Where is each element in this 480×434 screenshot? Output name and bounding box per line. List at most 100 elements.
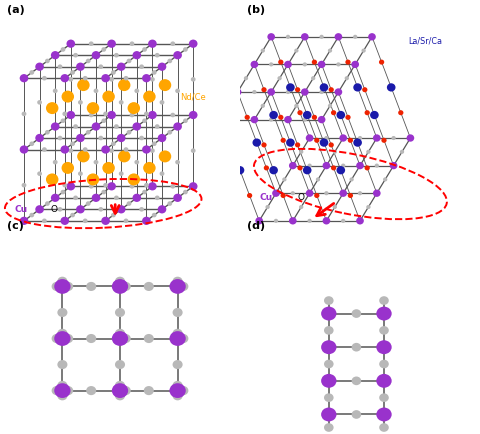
Circle shape: [303, 111, 312, 119]
Circle shape: [62, 112, 67, 116]
Circle shape: [324, 393, 334, 402]
Circle shape: [52, 334, 61, 343]
Circle shape: [251, 61, 258, 68]
Circle shape: [94, 89, 98, 93]
Circle shape: [101, 190, 106, 194]
Circle shape: [42, 147, 47, 152]
Circle shape: [261, 49, 265, 53]
Circle shape: [70, 70, 75, 75]
Circle shape: [183, 47, 188, 52]
Circle shape: [172, 391, 182, 400]
Circle shape: [157, 205, 166, 214]
Circle shape: [339, 190, 347, 197]
Circle shape: [54, 383, 71, 398]
Circle shape: [328, 142, 334, 148]
Circle shape: [115, 308, 125, 317]
Circle shape: [73, 53, 78, 57]
Circle shape: [142, 118, 147, 123]
Circle shape: [142, 74, 151, 82]
Circle shape: [269, 62, 274, 66]
Circle shape: [92, 194, 100, 202]
Circle shape: [173, 51, 182, 59]
Circle shape: [280, 138, 286, 143]
Circle shape: [142, 217, 151, 225]
Circle shape: [77, 79, 90, 91]
Circle shape: [383, 178, 387, 181]
Circle shape: [155, 124, 159, 129]
Circle shape: [130, 184, 134, 189]
Circle shape: [376, 408, 392, 421]
Circle shape: [172, 308, 182, 317]
Text: (b): (b): [247, 5, 265, 15]
Circle shape: [58, 64, 62, 69]
Circle shape: [86, 334, 96, 343]
Circle shape: [36, 134, 44, 142]
Circle shape: [127, 201, 132, 206]
Circle shape: [112, 383, 128, 398]
Circle shape: [128, 174, 140, 185]
Circle shape: [278, 59, 283, 65]
Circle shape: [286, 90, 290, 94]
Circle shape: [324, 423, 334, 432]
Circle shape: [274, 219, 278, 223]
Circle shape: [407, 135, 414, 141]
Circle shape: [87, 174, 99, 185]
Circle shape: [152, 213, 156, 217]
Circle shape: [272, 190, 280, 197]
Circle shape: [307, 164, 312, 168]
Circle shape: [169, 279, 186, 294]
Circle shape: [70, 141, 75, 146]
Circle shape: [159, 79, 171, 91]
Circle shape: [298, 165, 302, 171]
Circle shape: [119, 171, 124, 176]
Circle shape: [361, 49, 366, 53]
Circle shape: [76, 134, 84, 142]
Circle shape: [299, 205, 303, 209]
Circle shape: [92, 51, 100, 59]
Circle shape: [336, 62, 341, 66]
Circle shape: [295, 87, 300, 92]
Circle shape: [356, 217, 364, 224]
Circle shape: [117, 134, 126, 142]
Circle shape: [159, 171, 164, 176]
Circle shape: [289, 217, 297, 224]
Text: La/Sr/Ca: La/Sr/Ca: [408, 37, 442, 46]
Circle shape: [139, 64, 144, 69]
Circle shape: [114, 124, 119, 129]
Text: Cu: Cu: [259, 194, 272, 202]
Circle shape: [54, 279, 71, 294]
Circle shape: [121, 334, 131, 343]
Circle shape: [346, 115, 350, 120]
Circle shape: [376, 340, 392, 354]
Circle shape: [252, 90, 256, 94]
Circle shape: [351, 61, 359, 68]
Circle shape: [139, 207, 144, 212]
Circle shape: [170, 113, 175, 117]
Circle shape: [358, 191, 362, 195]
Circle shape: [121, 386, 131, 395]
Text: O: O: [298, 194, 305, 202]
Circle shape: [303, 166, 312, 174]
Circle shape: [58, 308, 67, 317]
Circle shape: [168, 130, 172, 135]
Circle shape: [286, 83, 295, 92]
Circle shape: [314, 138, 320, 143]
Circle shape: [115, 391, 125, 400]
Circle shape: [294, 104, 299, 108]
Circle shape: [306, 135, 313, 141]
Circle shape: [179, 386, 188, 395]
Circle shape: [183, 118, 188, 123]
Circle shape: [324, 360, 334, 368]
Circle shape: [255, 217, 263, 224]
Circle shape: [346, 59, 350, 65]
Circle shape: [353, 138, 362, 147]
Circle shape: [341, 219, 346, 223]
Circle shape: [78, 100, 83, 105]
Circle shape: [247, 193, 252, 198]
Circle shape: [318, 61, 325, 68]
Text: Nd/Ce: Nd/Ce: [180, 92, 206, 101]
Circle shape: [351, 343, 361, 352]
Circle shape: [370, 111, 379, 119]
Circle shape: [324, 326, 334, 335]
Circle shape: [351, 309, 361, 318]
